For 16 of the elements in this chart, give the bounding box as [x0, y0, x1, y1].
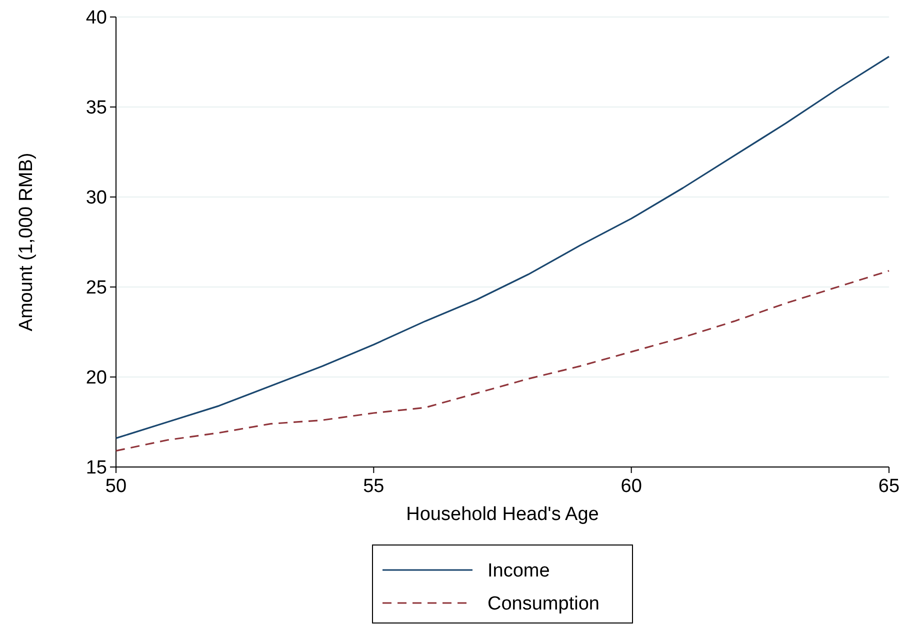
x-tick-label: 50	[105, 476, 127, 497]
legend-label: Income	[488, 560, 550, 582]
y-tick-label: 40	[86, 8, 107, 29]
y-tick-label: 25	[86, 278, 107, 299]
x-tick-label: 55	[363, 476, 384, 497]
line-series	[115, 56, 890, 439]
y-axis-title: Amount (1,000 RMB)	[16, 152, 37, 332]
line-series	[115, 270, 890, 452]
y-tick-label: 20	[86, 368, 107, 389]
y-tick-label: 15	[86, 458, 107, 479]
y-tick-label: 35	[86, 98, 107, 119]
y-tick-label: 30	[86, 188, 107, 209]
x-axis-title: Household Head's Age	[406, 504, 599, 525]
legend-label: Consumption	[488, 594, 600, 615]
x-tick-label: 65	[878, 476, 900, 497]
x-tick-label: 60	[620, 476, 642, 497]
